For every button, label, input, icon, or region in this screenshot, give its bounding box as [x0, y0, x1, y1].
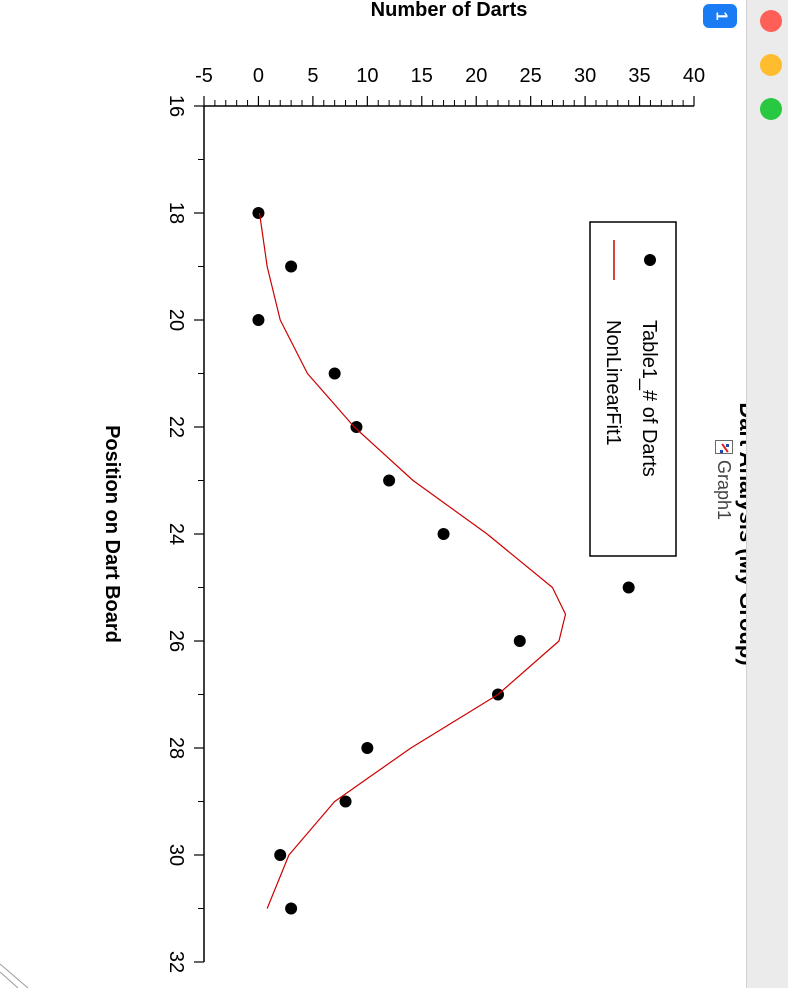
legend-box	[589, 221, 677, 557]
data-point	[513, 635, 526, 647]
x-tick-label: 32	[165, 951, 187, 973]
window-title: Graph1	[714, 459, 735, 520]
x-tick-label: 16	[165, 95, 187, 117]
y-tick-label: 10	[356, 65, 378, 87]
minimize-window-button[interactable]	[760, 54, 782, 76]
x-tick-label: 22	[165, 416, 187, 438]
data-point	[252, 207, 265, 219]
y-axis-label: Number of Darts	[371, 0, 528, 21]
legend-point-swatch	[644, 254, 656, 266]
data-point	[622, 581, 635, 594]
y-tick-label: 25	[520, 65, 542, 87]
data-point	[361, 742, 374, 754]
x-tick-label: 26	[165, 630, 187, 652]
zoom-window-button[interactable]	[760, 98, 782, 120]
legend-entry-label: Table1_# of Darts	[638, 320, 660, 477]
y-tick-label: 40	[683, 65, 705, 87]
fit-line	[258, 212, 567, 909]
y-tick-label: 35	[628, 65, 650, 87]
y-tick-label: 20	[465, 65, 487, 87]
data-point	[339, 795, 352, 808]
x-tick-label: 24	[165, 523, 187, 545]
data-point	[274, 849, 287, 861]
data-point	[328, 367, 341, 380]
data-point	[285, 902, 298, 915]
x-axis-label: Position on Dart Board	[101, 425, 123, 643]
data-point	[350, 421, 363, 433]
window-number: 1	[712, 11, 729, 21]
x-tick-label: 20	[165, 309, 187, 331]
x-tick-label: 28	[165, 737, 187, 759]
legend-entry-label: NonLinearFit1	[602, 320, 624, 446]
window-number-badge: 1	[703, 4, 737, 28]
close-window-button[interactable]	[760, 10, 782, 32]
graph-icon	[715, 440, 733, 454]
window-side-bar	[746, 0, 788, 988]
y-tick-label: -5	[195, 65, 213, 87]
data-point	[383, 474, 396, 487]
y-tick-label: 15	[411, 65, 433, 87]
data-point	[252, 314, 265, 326]
y-tick-label: 0	[253, 65, 264, 87]
data-point	[285, 260, 298, 273]
window-title-bar[interactable]: Graph1	[712, 440, 736, 520]
data-point	[437, 528, 450, 540]
legend: Table1_# of Darts NonLinearFit1	[589, 221, 677, 557]
x-tick-label: 18	[165, 202, 187, 224]
x-tick-label: 30	[165, 844, 187, 866]
resize-grip-icon[interactable]	[0, 960, 40, 988]
y-tick-label: 5	[307, 65, 318, 87]
y-tick-label: 30	[574, 65, 596, 87]
